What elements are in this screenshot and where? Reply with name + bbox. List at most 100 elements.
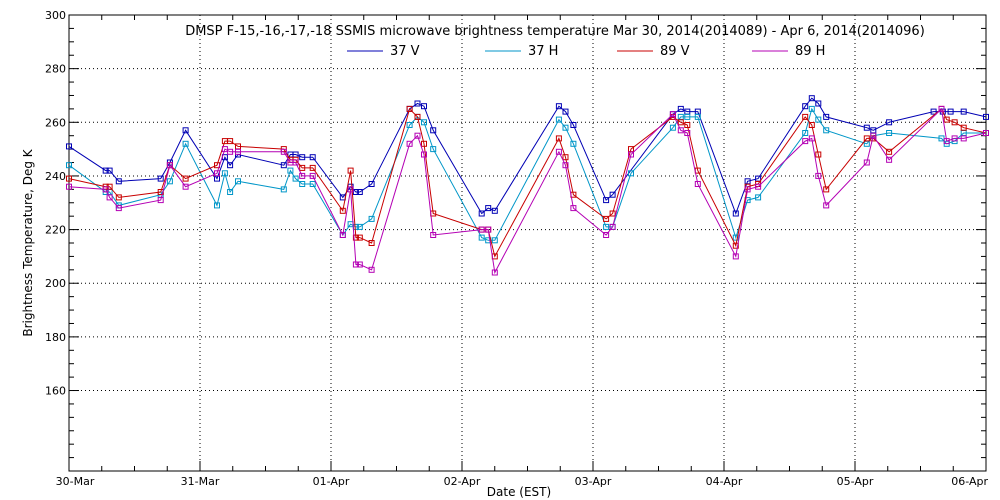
data-point — [491, 237, 498, 244]
data-point — [339, 232, 346, 238]
data-point — [430, 232, 437, 238]
data-point — [951, 119, 958, 126]
data-point — [309, 181, 316, 187]
data-point — [115, 194, 122, 201]
data-point — [694, 113, 701, 120]
x-tick-label: 04-Apr — [706, 475, 743, 488]
data-point — [755, 183, 762, 190]
data-point — [938, 105, 945, 112]
data-point — [421, 103, 427, 110]
data-point — [491, 207, 498, 214]
data-point — [227, 148, 234, 155]
data-point — [166, 162, 173, 169]
data-point — [414, 132, 421, 139]
data-point — [309, 154, 316, 161]
data-point — [628, 151, 634, 158]
data-point — [947, 108, 954, 115]
data-point — [562, 162, 569, 169]
data-point — [802, 103, 809, 110]
y-tick-label: 240 — [45, 170, 66, 183]
data-point — [562, 124, 569, 131]
data-point — [555, 135, 562, 142]
data-point — [115, 178, 122, 185]
data-point — [555, 103, 562, 110]
data-point — [815, 172, 822, 179]
data-point — [66, 183, 72, 190]
series-layer — [66, 95, 989, 276]
data-point — [732, 253, 739, 260]
data-point — [863, 135, 870, 142]
data-point — [684, 113, 691, 120]
data-point — [802, 113, 809, 120]
legend-label: 37 V — [390, 44, 420, 59]
data-point — [603, 197, 610, 204]
data-point — [292, 175, 299, 182]
data-point — [368, 181, 375, 187]
data-point — [66, 175, 72, 182]
data-point — [227, 162, 234, 169]
data-point — [414, 113, 421, 120]
legend: 37 V 37 H 89 V 89 H — [347, 44, 825, 59]
y-tick-label: 200 — [45, 277, 66, 290]
data-point — [815, 116, 822, 123]
data-point — [943, 116, 950, 123]
data-point — [66, 162, 72, 169]
data-point — [299, 164, 306, 171]
data-point — [406, 105, 413, 112]
x-tick-label: 01-Apr — [313, 475, 350, 488]
data-point — [609, 210, 616, 217]
data-point — [478, 226, 485, 233]
data-point — [815, 100, 822, 107]
data-point — [677, 119, 684, 126]
data-point — [102, 167, 109, 174]
data-point — [430, 127, 437, 134]
data-point — [491, 269, 498, 276]
data-point — [352, 261, 359, 268]
data-point — [562, 154, 569, 161]
legend-label: 89 V — [660, 44, 690, 59]
data-point — [421, 151, 427, 158]
data-point — [182, 140, 189, 147]
y-tick-label: 260 — [45, 116, 66, 129]
data-point — [815, 151, 822, 158]
data-point — [299, 181, 306, 187]
data-point — [406, 140, 413, 147]
data-point — [182, 127, 189, 134]
data-point — [960, 124, 967, 131]
series-line-89-h — [68, 107, 987, 275]
data-point — [983, 113, 989, 120]
data-point — [943, 138, 950, 145]
data-point — [356, 234, 363, 241]
y-tick-label: 220 — [45, 224, 66, 237]
data-point — [235, 178, 241, 185]
data-point — [603, 232, 610, 238]
y-tick-label: 180 — [45, 331, 66, 344]
data-point — [603, 215, 610, 222]
data-point — [115, 205, 122, 212]
data-point — [478, 234, 485, 241]
data-point — [930, 108, 937, 115]
series-line-37-h — [68, 107, 986, 241]
legend-label: 37 H — [528, 44, 558, 59]
data-point — [352, 234, 359, 241]
x-tick-label: 03-Apr — [575, 475, 612, 488]
data-point — [106, 194, 113, 201]
data-point — [886, 119, 893, 126]
x-tick-label: 31-Mar — [181, 475, 220, 488]
data-point — [886, 148, 893, 155]
data-point — [287, 167, 294, 174]
y-tick-label: 300 — [45, 9, 66, 22]
axis-ticks: 160 180 200 220 240 260 280 300 30-Mar 31-Mar 01-A… — [45, 9, 988, 488]
data-point — [166, 178, 173, 185]
data-point — [823, 127, 830, 134]
chart-title: DMSP F-15,-16,-17,-18 SSMIS microwave br… — [185, 24, 925, 39]
data-point — [684, 122, 691, 128]
data-point — [214, 170, 220, 177]
data-point — [870, 132, 877, 139]
data-point — [421, 140, 427, 147]
data-point — [356, 261, 363, 268]
data-point — [157, 175, 164, 182]
data-point — [182, 175, 189, 182]
